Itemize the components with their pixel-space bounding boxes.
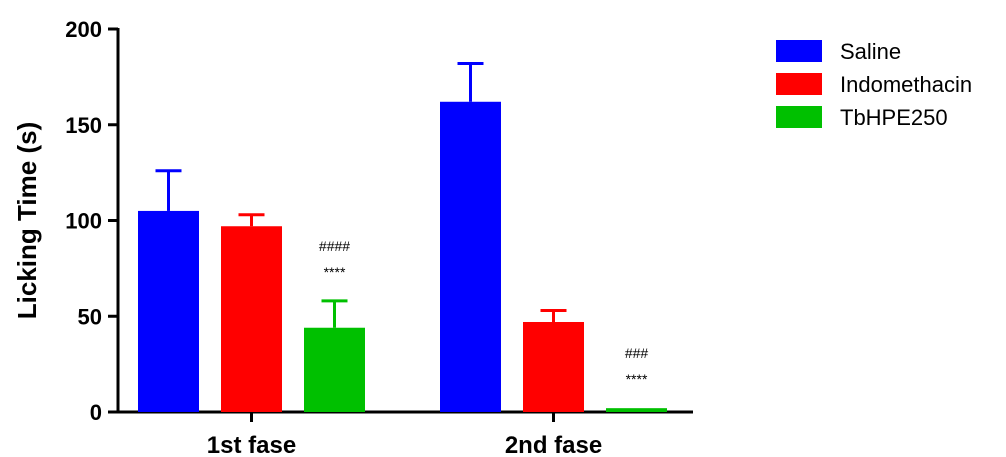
legend-label: Saline — [840, 39, 901, 64]
y-tick-label: 50 — [78, 304, 102, 329]
x-tick-label: 2nd fase — [505, 432, 602, 457]
annotations: #### **** ### **** — [319, 238, 648, 387]
bars — [138, 61, 667, 413]
bar — [523, 321, 584, 412]
significance-label: **** — [324, 264, 346, 280]
legend-swatch — [776, 73, 822, 95]
significance-label: ### — [625, 345, 649, 361]
y-tick-label: 0 — [90, 400, 102, 425]
legend-swatch — [776, 40, 822, 62]
significance-label: **** — [626, 371, 648, 387]
y-tick-label: 150 — [65, 113, 102, 138]
y-axis-title: Licking Time (s) — [12, 122, 42, 319]
bar — [440, 101, 501, 413]
legend-swatch — [776, 106, 822, 128]
bar — [138, 210, 199, 412]
legend-label: Indomethacin — [840, 72, 972, 97]
bar — [221, 226, 282, 412]
bar — [304, 327, 365, 412]
y-tick-label: 100 — [65, 209, 102, 234]
x-tick-label: 1st fase — [207, 432, 296, 457]
axes: 0 50 100 150 200 1st fase 2nd fase — [65, 17, 693, 457]
bar — [606, 408, 667, 412]
significance-label: #### — [319, 238, 350, 254]
y-tick-label: 200 — [65, 17, 102, 42]
legend: Saline Indomethacin TbHPE250 — [776, 39, 972, 130]
legend-label: TbHPE250 — [840, 105, 948, 130]
